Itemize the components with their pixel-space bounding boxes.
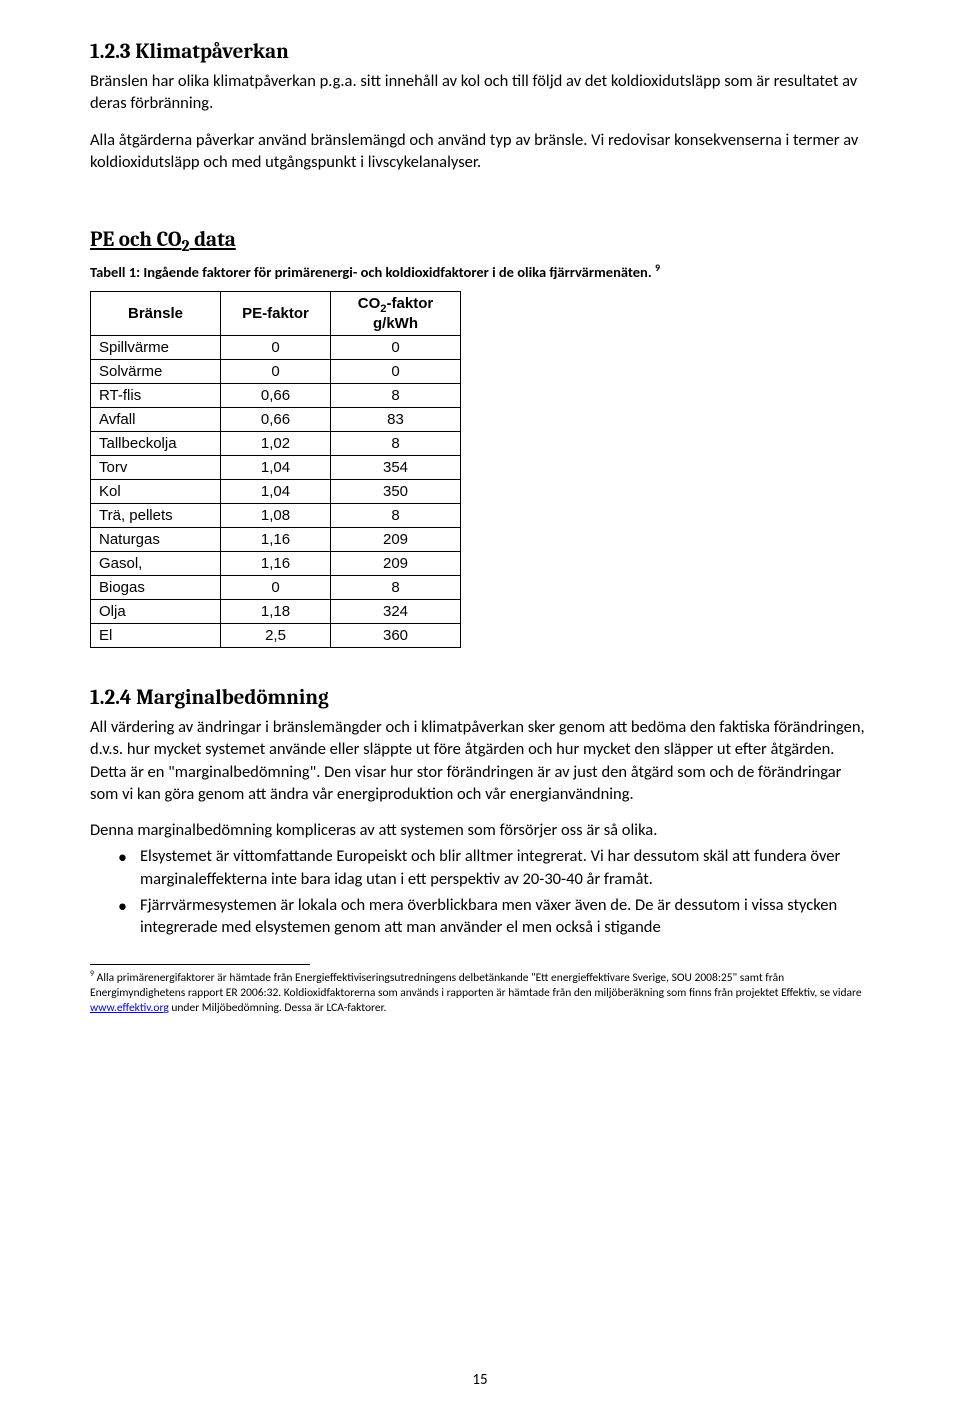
cell-pe: 1,04 bbox=[221, 456, 331, 480]
page-number: 15 bbox=[0, 1371, 960, 1389]
footnote-ref: 9 bbox=[655, 261, 660, 274]
paragraph: All värdering av ändringar i bränslemäng… bbox=[90, 716, 870, 805]
cell-co2: 8 bbox=[331, 576, 461, 600]
cell-pe: 0 bbox=[221, 336, 331, 360]
cell-fuel: Torv bbox=[91, 456, 221, 480]
table-row: Biogas08 bbox=[91, 576, 461, 600]
table-row: Kol1,04350 bbox=[91, 480, 461, 504]
cell-co2: 8 bbox=[331, 432, 461, 456]
table-row: Solvärme00 bbox=[91, 360, 461, 384]
footnote-separator bbox=[90, 964, 310, 965]
footnote-text: Alla primärenergifaktorer är hämtade frå… bbox=[90, 971, 862, 1000]
cell-fuel: Naturgas bbox=[91, 528, 221, 552]
bullet-list: Elsystemet är vittomfattande Europeiskt … bbox=[90, 845, 870, 938]
footnote: 9 Alla primärenergifaktorer är hämtade f… bbox=[90, 969, 870, 1016]
cell-pe: 2,5 bbox=[221, 624, 331, 648]
heading-klimatpaverkan: 1.2.3 Klimatpåverkan bbox=[90, 40, 870, 64]
co2-label-post: -faktor bbox=[387, 295, 434, 312]
heading-pe-co2-data: PE och CO2 data bbox=[90, 228, 870, 255]
list-item: Elsystemet är vittomfattande Europeiskt … bbox=[118, 845, 870, 890]
cell-co2: 8 bbox=[331, 504, 461, 528]
page-container: 1.2.3 Klimatpåverkan Bränslen har olika … bbox=[0, 0, 960, 1407]
cell-co2: 0 bbox=[331, 336, 461, 360]
table-row: Trä, pellets1,088 bbox=[91, 504, 461, 528]
col-header-co2: CO2-faktor g/kWh bbox=[331, 292, 461, 336]
table-header-row: Bränsle PE-faktor CO2-faktor g/kWh bbox=[91, 292, 461, 336]
table-row: Spillvärme00 bbox=[91, 336, 461, 360]
col-header-pe: PE-faktor bbox=[221, 292, 331, 336]
heading-marginalbedomning: 1.2.4 Marginalbedömning bbox=[90, 686, 870, 710]
cell-co2: 360 bbox=[331, 624, 461, 648]
cell-pe: 1,18 bbox=[221, 600, 331, 624]
cell-fuel: Avfall bbox=[91, 408, 221, 432]
cell-fuel: Gasol, bbox=[91, 552, 221, 576]
table-row: Tallbeckolja1,028 bbox=[91, 432, 461, 456]
cell-pe: 0,66 bbox=[221, 384, 331, 408]
table-row: Olja1,18324 bbox=[91, 600, 461, 624]
heading-text: PE och CO bbox=[90, 228, 181, 252]
cell-pe: 0 bbox=[221, 360, 331, 384]
table-row: RT-flis0,668 bbox=[91, 384, 461, 408]
table-row: Gasol,1,16209 bbox=[91, 552, 461, 576]
cell-pe: 1,02 bbox=[221, 432, 331, 456]
cell-fuel: RT-flis bbox=[91, 384, 221, 408]
cell-pe: 1,08 bbox=[221, 504, 331, 528]
cell-fuel: Solvärme bbox=[91, 360, 221, 384]
cell-co2: 0 bbox=[331, 360, 461, 384]
cell-co2: 324 bbox=[331, 600, 461, 624]
cell-pe: 0 bbox=[221, 576, 331, 600]
cell-fuel: Biogas bbox=[91, 576, 221, 600]
table-row: El2,5360 bbox=[91, 624, 461, 648]
cell-pe: 1,04 bbox=[221, 480, 331, 504]
cell-fuel: Olja bbox=[91, 600, 221, 624]
cell-fuel: El bbox=[91, 624, 221, 648]
footnote-text: under Miljöbedömning. Dessa är LCA-fakto… bbox=[169, 1001, 387, 1015]
paragraph: Denna marginalbedömning kompliceras av a… bbox=[90, 819, 870, 841]
list-item: Fjärrvärmesystemen är lokala och mera öv… bbox=[118, 894, 870, 939]
paragraph: Alla åtgärderna påverkar använd bränslem… bbox=[90, 129, 870, 174]
cell-co2: 83 bbox=[331, 408, 461, 432]
table-row: Naturgas1,16209 bbox=[91, 528, 461, 552]
cell-pe: 0,66 bbox=[221, 408, 331, 432]
co2-unit: g/kWh bbox=[373, 315, 418, 332]
paragraph: Bränslen har olika klimatpåverkan p.g.a.… bbox=[90, 70, 870, 115]
co2-label-pre: CO bbox=[358, 295, 381, 312]
cell-fuel: Spillvärme bbox=[91, 336, 221, 360]
cell-fuel: Tallbeckolja bbox=[91, 432, 221, 456]
caption-text: Tabell 1: Ingående faktorer för primären… bbox=[90, 263, 655, 281]
cell-co2: 354 bbox=[331, 456, 461, 480]
table-row: Torv1,04354 bbox=[91, 456, 461, 480]
table-row: Avfall0,6683 bbox=[91, 408, 461, 432]
cell-co2: 8 bbox=[331, 384, 461, 408]
cell-fuel: Kol bbox=[91, 480, 221, 504]
cell-co2: 209 bbox=[331, 552, 461, 576]
cell-co2: 209 bbox=[331, 528, 461, 552]
cell-fuel: Trä, pellets bbox=[91, 504, 221, 528]
pe-co2-table: Bränsle PE-faktor CO2-faktor g/kWh Spill… bbox=[90, 291, 461, 648]
col-header-fuel: Bränsle bbox=[91, 292, 221, 336]
cell-pe: 1,16 bbox=[221, 552, 331, 576]
cell-co2: 350 bbox=[331, 480, 461, 504]
cell-pe: 1,16 bbox=[221, 528, 331, 552]
footnote-link[interactable]: www.effektiv.org bbox=[90, 1001, 169, 1015]
table-caption: Tabell 1: Ingående faktorer för primären… bbox=[90, 261, 870, 281]
heading-text: data bbox=[189, 228, 235, 252]
